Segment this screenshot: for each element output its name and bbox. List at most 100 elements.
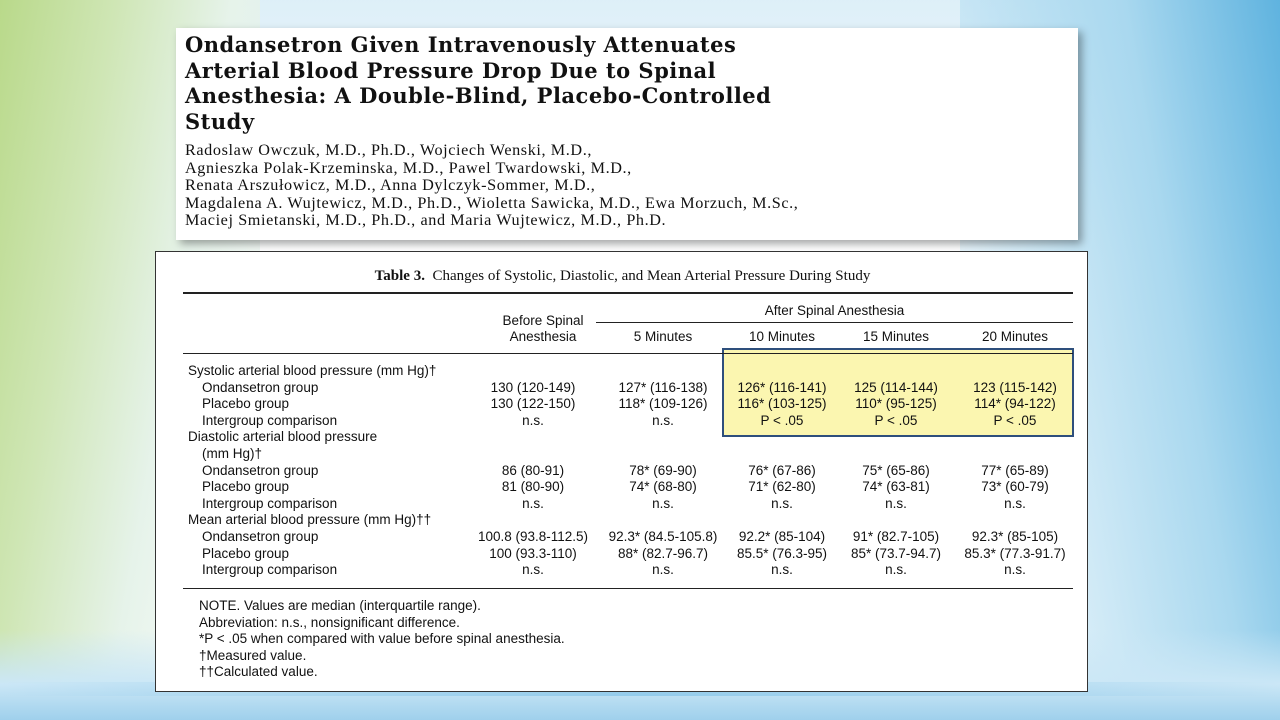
paper-title-line: Study — [185, 108, 255, 134]
table-row: Ondansetron group 130 (120-149) 127* (116-… — [183, 380, 1073, 397]
table-cell: 92.3* (84.5-105.8) — [608, 528, 718, 544]
table-cell: n.s. — [885, 495, 907, 511]
results-table: Table 3. Changes of Systolic, Diastolic,… — [155, 251, 1088, 692]
table-row: (mm Hg)† — [183, 446, 1073, 463]
table-cell: 76* (67-86) — [748, 462, 816, 478]
table-cell: P < .05 — [874, 412, 918, 428]
row-label: Intergroup comparison — [202, 495, 338, 511]
highlighted-region — [722, 348, 1074, 437]
table-row: Ondansetron group 100.8 (93.8-112.5) 92.3*… — [183, 529, 1073, 546]
table-cell: 125 (114-144) — [854, 379, 938, 395]
table-cell: 114* (94-122) — [974, 396, 1056, 412]
table-cell: n.s. — [1004, 495, 1026, 511]
author-line: Agnieszka Polak-Krzeminska, M.D., Pawel … — [185, 158, 632, 177]
table-cell: n.s. — [522, 562, 544, 578]
table-cell: 92.3* (85-105) — [971, 528, 1059, 544]
header-bottom-rule — [183, 353, 1073, 354]
table-note: *P < .05 when compared with value before… — [199, 631, 565, 646]
table-row: Intergroup comparison n.s. n.s. P < .05 P < … — [183, 413, 1073, 430]
header-col-15min: 15 Minutes — [862, 329, 930, 344]
author-line: Maciej Smietanski, M.D., Ph.D., and Mari… — [185, 211, 667, 230]
table-notes: NOTE. Values are median (interquartile r… — [199, 598, 565, 681]
paper-title: Ondansetron Given Intravenously Attenuat… — [185, 32, 1068, 134]
table-note: NOTE. Values are median (interquartile r… — [199, 598, 481, 613]
row-label: Diastolic arterial blood pressure — [188, 429, 378, 445]
table-row: Ondansetron group 86 (80-91) 78* (69-90) 76… — [183, 463, 1073, 480]
table-caption-text: Changes of Systolic, Diastolic, and Mean… — [432, 268, 871, 284]
table-cell: n.s. — [1004, 562, 1026, 578]
header-before-line2: Anesthesia — [509, 329, 577, 344]
table-cell: 85* (73.7-94.7) — [850, 545, 942, 561]
header-before-line1: Before Spinal — [502, 313, 584, 328]
author-line: Radoslaw Owczuk, M.D., Ph.D., Wojciech W… — [185, 141, 593, 159]
paper-authors: Radoslaw Owczuk, M.D., Ph.D., Wojciech W… — [185, 141, 1068, 230]
row-label: Mean arterial blood pressure (mm Hg)†† — [188, 512, 432, 528]
table-row: Mean arterial blood pressure (mm Hg)†† — [183, 512, 1073, 529]
row-label: Ondansetron group — [202, 528, 319, 544]
table-cell: n.s. — [652, 412, 674, 428]
table-caption-label: Table 3. — [374, 268, 425, 284]
table-cell: 85.5* (76.3-95) — [736, 545, 828, 561]
paper-title-line: Ondansetron Given Intravenously Attenuat… — [185, 32, 737, 57]
table-cell: 126* (116-141) — [737, 379, 827, 395]
row-label: Intergroup comparison — [202, 412, 338, 428]
table-bottom-rule — [183, 588, 1073, 589]
table-cell: 78* (69-90) — [629, 462, 697, 478]
table-cell: 86 (80-91) — [501, 462, 565, 478]
row-label: (mm Hg)† — [202, 445, 262, 461]
table-row: Placebo group 100 (93.3-110) 88* (82.7-96.… — [183, 546, 1073, 563]
table-note: ††Calculated value. — [199, 664, 318, 679]
table-body: Systolic arterial blood pressure (mm Hg)… — [183, 363, 1073, 579]
header-after-spinal: After Spinal Anesthesia — [764, 303, 905, 318]
row-label: Ondansetron group — [202, 379, 319, 395]
row-label: Systolic arterial blood pressure (mm Hg)… — [188, 363, 437, 378]
row-label: Intergroup comparison — [202, 562, 338, 578]
table-cell: 127* (116-138) — [618, 379, 708, 395]
paper-title-line: Arterial Blood Pressure Drop Due to Spin… — [185, 57, 717, 83]
header-col-20min: 20 Minutes — [981, 329, 1049, 344]
table-cell: 100.8 (93.8-112.5) — [477, 528, 589, 544]
table-row: Intergroup comparison n.s. n.s. n.s. n.s. n.s… — [183, 496, 1073, 513]
paper-title-line: Anesthesia: A Double-Blind, Placebo-Cont… — [185, 83, 772, 108]
table-cell: 130 (122-150) — [490, 396, 576, 412]
table-cell: n.s. — [771, 562, 793, 578]
header-group-rule — [596, 322, 1073, 323]
table-row: Systolic arterial blood pressure (mm Hg)… — [183, 363, 1073, 380]
table-cell: n.s. — [652, 562, 674, 578]
table-cell: 74* (63-81) — [862, 479, 930, 495]
table-cell: 75* (65-86) — [862, 462, 930, 478]
header-col-10min: 10 Minutes — [748, 329, 816, 344]
table-top-rule — [183, 292, 1073, 294]
table-cell: 118* (109-126) — [618, 396, 708, 412]
table-note: †Measured value. — [199, 647, 307, 663]
table-cell: 130 (120-149) — [490, 379, 576, 395]
table-cell: 73* (60-79) — [981, 479, 1049, 495]
row-label: Placebo group — [202, 396, 290, 412]
row-label: Placebo group — [202, 545, 290, 561]
table-cell: n.s. — [522, 495, 544, 511]
table-cell: 116* (103-125) — [737, 396, 827, 412]
table-cell: P < .05 — [760, 412, 804, 428]
table-row: Placebo group 130 (122-150) 118* (109-126)… — [183, 396, 1073, 413]
table-cell: 74* (68-80) — [629, 479, 697, 495]
table-caption: Table 3. Changes of Systolic, Diastolic,… — [156, 268, 1089, 285]
table-row: Intergroup comparison n.s. n.s. n.s. n.s. n.s… — [183, 562, 1073, 579]
table-cell: 85.3* (77.3-91.7) — [964, 545, 1066, 561]
header-col-5min: 5 Minutes — [633, 329, 693, 344]
table-cell: n.s. — [771, 495, 793, 511]
table-cell: 100 (93.3-110) — [489, 545, 577, 561]
table-cell: n.s. — [652, 495, 674, 511]
table-row: Placebo group 81 (80-90) 74* (68-80) 71* (6… — [183, 479, 1073, 496]
table-cell: 92.2* (85-104) — [738, 528, 826, 544]
row-label: Placebo group — [202, 479, 290, 495]
header-before-spinal: Before Spinal Anesthesia — [468, 313, 618, 345]
table-cell: 88* (82.7-96.7) — [617, 545, 709, 561]
table-row: Diastolic arterial blood pressure — [183, 429, 1073, 446]
paper-header: Ondansetron Given Intravenously Attenuat… — [176, 28, 1078, 240]
table-cell: 77* (65-89) — [981, 462, 1049, 478]
table-cell: 81 (80-90) — [501, 479, 565, 495]
table-note: Abbreviation: n.s., nonsignificant diffe… — [199, 614, 460, 630]
author-line: Renata Arszułowicz, M.D., Anna Dylczyk-S… — [185, 176, 596, 195]
row-label: Ondansetron group — [202, 462, 319, 478]
table-cell: P < .05 — [993, 412, 1037, 428]
